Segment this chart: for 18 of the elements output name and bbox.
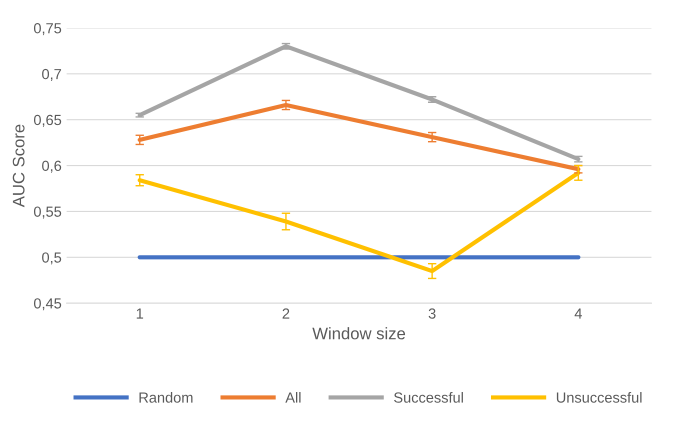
y-tick-label: 0,5	[42, 252, 62, 264]
line-series	[138, 102, 580, 172]
legend-label: Unsuccessful	[556, 392, 642, 403]
y-tick-label: 0,45	[34, 298, 62, 310]
x-tick-label: 2	[282, 308, 290, 319]
x-tick-label: 1	[136, 308, 144, 319]
y-tick-label: 0,6	[42, 160, 62, 173]
y-axis-title: AUC Score	[12, 124, 25, 208]
x-axis-title: Window size	[312, 327, 406, 340]
y-tick-label: 0,55	[34, 206, 62, 219]
y-tick-label: 0,7	[42, 68, 62, 81]
x-tick-label: 4	[574, 308, 582, 319]
y-tick-label: 0,75	[34, 23, 62, 36]
legend-label: Successful	[394, 392, 463, 403]
legend-label: Random	[139, 392, 192, 403]
y-tick-label: 0,65	[34, 114, 62, 127]
x-tick-label: 3	[428, 308, 436, 319]
legend-label: All	[285, 392, 301, 403]
